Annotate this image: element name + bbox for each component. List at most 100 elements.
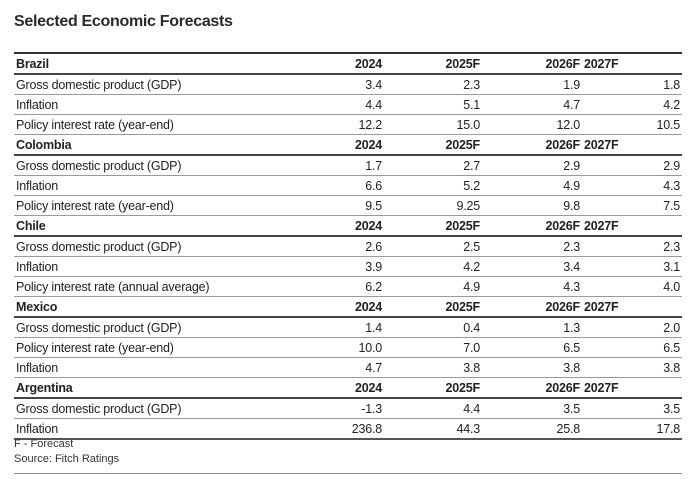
- row-label: Gross domestic product (GDP): [14, 398, 348, 419]
- value-cell: 3.4: [348, 74, 384, 95]
- source-note: Source: Fitch Ratings: [14, 453, 120, 465]
- value-cell: 1.9: [482, 74, 582, 95]
- year-header: 2027F: [582, 215, 682, 237]
- table-row: Policy interest rate (year-end) 9.5 9.25 9.…: [14, 195, 682, 216]
- row-label: Policy interest rate (year-end): [14, 195, 348, 216]
- row-label: Inflation: [14, 175, 348, 196]
- table-row: Gross domestic product (GDP) -1.3 4.4 3.5 3.…: [14, 398, 682, 419]
- country-name: Chile: [14, 215, 348, 237]
- table-row: Inflation 6.6 5.2 4.9 4.3: [14, 175, 682, 196]
- row-label: Gross domestic product (GDP): [14, 74, 348, 95]
- value-cell: 2.6: [348, 236, 384, 257]
- value-cell: 4.0: [582, 276, 682, 297]
- value-cell: 3.8: [482, 357, 582, 378]
- table-row: Inflation 4.7 3.8 3.8 3.8: [14, 357, 682, 378]
- row-label: Policy interest rate (annual average): [14, 276, 348, 297]
- value-cell: 5.2: [384, 175, 482, 196]
- year-header: 2027F: [582, 134, 682, 156]
- value-cell: 4.4: [384, 398, 482, 419]
- value-cell: 4.7: [348, 357, 384, 378]
- country-name: Colombia: [14, 134, 348, 156]
- value-cell: 6.2: [348, 276, 384, 297]
- forecast-note: F - Forecast: [14, 438, 74, 450]
- row-label: Inflation: [14, 256, 348, 277]
- value-cell: 12.2: [348, 114, 384, 135]
- year-header: 2027F: [582, 296, 682, 318]
- value-cell: 2.5: [384, 236, 482, 257]
- value-cell: 3.8: [582, 357, 682, 378]
- value-cell: 1.3: [482, 317, 582, 338]
- value-cell: 10.0: [348, 337, 384, 358]
- value-cell: 2.3: [582, 236, 682, 257]
- row-label: Gross domestic product (GDP): [14, 236, 348, 257]
- value-cell: 25.8: [482, 418, 582, 440]
- value-cell: 44.3: [384, 418, 482, 440]
- country-name: Brazil: [14, 53, 348, 75]
- value-cell: 7.5: [582, 195, 682, 216]
- table-row: Gross domestic product (GDP) 1.4 0.4 1.3 2.0: [14, 317, 682, 338]
- year-header: 2025F: [384, 53, 482, 75]
- value-cell: 4.7: [482, 94, 582, 115]
- table-row: Gross domestic product (GDP) 2.6 2.5 2.3 2.3: [14, 236, 682, 257]
- value-cell: 5.1: [384, 94, 482, 115]
- section-header-row: Colombia 2024 2025F 2026F 2027F: [14, 134, 682, 156]
- value-cell: 10.5: [582, 114, 682, 135]
- value-cell: 9.25: [384, 195, 482, 216]
- year-header: 2024: [348, 377, 384, 399]
- year-header: 2025F: [384, 134, 482, 156]
- value-cell: 9.8: [482, 195, 582, 216]
- value-cell: 3.9: [348, 256, 384, 277]
- value-cell: 17.8: [582, 418, 682, 440]
- row-label: Gross domestic product (GDP): [14, 317, 348, 338]
- row-label: Policy interest rate (year-end): [14, 337, 348, 358]
- table-row: Inflation 3.9 4.2 3.4 3.1: [14, 256, 682, 277]
- year-header: 2025F: [384, 296, 482, 318]
- section-header-row: Argentina 2024 2025F 2026F 2027F: [14, 377, 682, 399]
- row-label: Inflation: [14, 357, 348, 378]
- table-row: Policy interest rate (year-end) 12.2 15.0 1…: [14, 114, 682, 135]
- row-label: Inflation: [14, 94, 348, 115]
- value-cell: 12.0: [482, 114, 582, 135]
- value-cell: 3.5: [482, 398, 582, 419]
- year-header: 2026F: [482, 134, 582, 156]
- country-name: Argentina: [14, 377, 348, 399]
- value-cell: 3.1: [582, 256, 682, 277]
- value-cell: 0.4: [384, 317, 482, 338]
- value-cell: 2.9: [582, 155, 682, 176]
- value-cell: 15.0: [384, 114, 482, 135]
- value-cell: 3.4: [482, 256, 582, 277]
- year-header: 2026F: [482, 53, 582, 75]
- value-cell: 6.5: [482, 337, 582, 358]
- year-header: 2025F: [384, 377, 482, 399]
- value-cell: 4.2: [384, 256, 482, 277]
- value-cell: 6.5: [582, 337, 682, 358]
- value-cell: 4.4: [348, 94, 384, 115]
- year-header: 2026F: [482, 377, 582, 399]
- value-cell: 4.2: [582, 94, 682, 115]
- value-cell: 2.7: [384, 155, 482, 176]
- forecast-table: Brazil 2024 2025F 2026F 2027F Gross domestic …: [14, 52, 682, 440]
- section-header-row: Chile 2024 2025F 2026F 2027F: [14, 215, 682, 237]
- year-header: 2024: [348, 53, 384, 75]
- value-cell: 1.7: [348, 155, 384, 176]
- value-cell: 2.3: [482, 236, 582, 257]
- table-row: Policy interest rate (annual average) 6.2…: [14, 276, 682, 297]
- row-label: Policy interest rate (year-end): [14, 114, 348, 135]
- value-cell: 7.0: [384, 337, 482, 358]
- value-cell: 2.3: [384, 74, 482, 95]
- footnotes: F - Forecast Source: Fitch Ratings: [14, 437, 119, 467]
- table-row: Gross domestic product (GDP) 3.4 2.3 1.9 1.8: [14, 74, 682, 95]
- table-row: Gross domestic product (GDP) 1.7 2.7 2.9 2.9: [14, 155, 682, 176]
- year-header: 2027F: [582, 377, 682, 399]
- year-header: 2027F: [582, 53, 682, 75]
- year-header: 2026F: [482, 296, 582, 318]
- row-label: Gross domestic product (GDP): [14, 155, 348, 176]
- value-cell: 236.8: [348, 418, 384, 440]
- section-header-row: Brazil 2024 2025F 2026F 2027F: [14, 53, 682, 75]
- row-label: Inflation: [14, 418, 348, 440]
- value-cell: 1.8: [582, 74, 682, 95]
- value-cell: 1.4: [348, 317, 384, 338]
- value-cell: -1.3: [348, 398, 384, 419]
- page-title: Selected Economic Forecasts: [14, 13, 233, 30]
- divider: [14, 473, 682, 474]
